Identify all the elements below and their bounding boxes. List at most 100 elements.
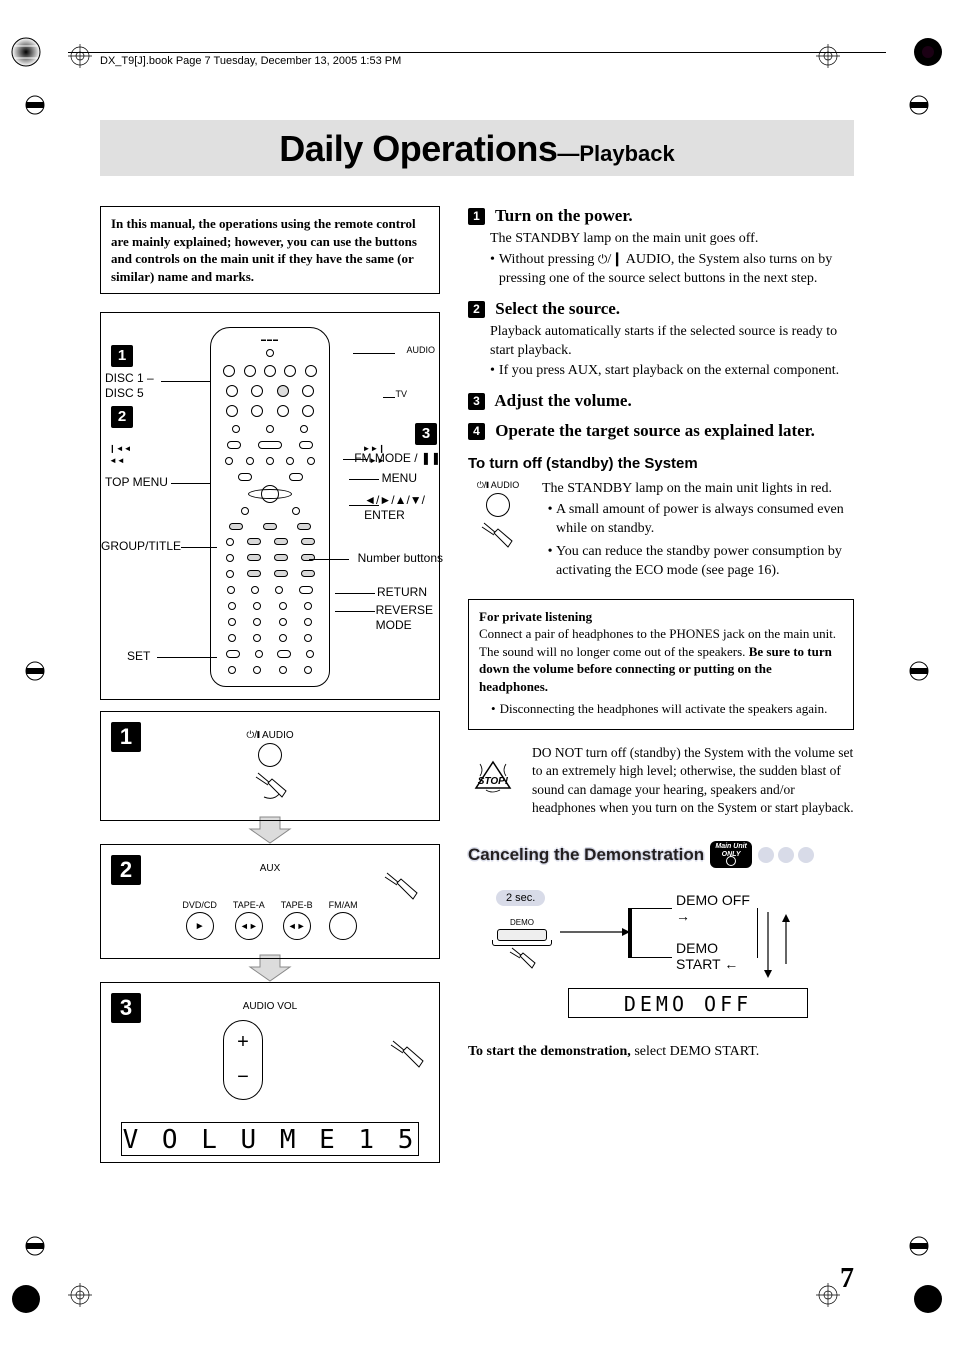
regmark-br-outer <box>912 1283 944 1315</box>
callout-tv: TV <box>395 389 407 399</box>
step1-badge: 1 <box>111 722 141 752</box>
step4-heading: 4 Operate the target source as explained… <box>468 421 854 441</box>
standby-text: The STANDBY lamp on the main unit lights… <box>542 480 854 584</box>
src-tapeb-label: TAPE-B <box>281 900 313 910</box>
cancel-heading: Canceling the Demonstration Main Unit ON… <box>468 841 854 868</box>
demo-btn-label: DEMO <box>488 918 556 927</box>
src-fmam: FM/AM <box>329 900 358 940</box>
callout-menu: MENU <box>382 471 417 485</box>
page-number: 7 <box>840 1263 854 1295</box>
remote-outline: ▬▬▬ <box>210 327 330 687</box>
src-tapeb: TAPE-B <box>281 900 313 940</box>
callout-skipprev: ❙◄◄ <box>109 444 132 453</box>
demo-2sec: 2 sec. <box>496 890 545 906</box>
step3-label: AUDIO VOL <box>111 1001 429 1012</box>
step1-heading: 1 Turn on the power. <box>468 206 854 226</box>
priv-heading: For private listening <box>479 609 592 624</box>
standby-heading: To turn off (standby) the System <box>468 455 854 472</box>
callout-topmenu: TOP MENU <box>105 475 168 489</box>
volume-rocker <box>223 1020 263 1100</box>
regmark-tr-bar <box>908 94 930 116</box>
step3-panel: 3 AUDIO VOL V O L U M E 1 5 <box>100 982 440 1163</box>
warning-text: DO NOT turn off (standby) the System wit… <box>532 744 854 817</box>
right-column: 1 Turn on the power. The STANDBY lamp on… <box>468 206 854 1163</box>
callout-audio: AUDIO <box>406 345 435 355</box>
callout-rew: ◄◄ <box>109 456 125 465</box>
title-main: Daily Operations <box>279 128 557 169</box>
private-listening-box: For private listening Connect a pair of … <box>468 599 854 730</box>
standby-b1: A small amount of power is always consum… <box>556 501 854 539</box>
intro-note: In this manual, the operations using the… <box>100 206 440 294</box>
callout-numbers: Number buttons <box>358 551 443 565</box>
standby-row: ⏻/❙ AUDIO The STANDBY lamp on the main u… <box>468 480 854 584</box>
step2-bullet1: If you press AUX, start playback on the … <box>499 362 839 381</box>
callout-fmmode: FM MODE / ❚❚ <box>354 451 441 465</box>
step3-heading-text: Adjust the volume. <box>494 391 631 410</box>
step1-p1: The STANDBY lamp on the main unit goes o… <box>490 230 854 249</box>
step2-body: Playback automatically starts if the sel… <box>490 323 854 382</box>
regmark-tl-bar <box>24 94 46 116</box>
step2-heading: 2 Select the source. <box>468 299 854 319</box>
step1-audio-button: ⏻/❙ AUDIO <box>111 730 429 808</box>
src-fmam-label: FM/AM <box>329 900 358 910</box>
step1-body: The STANDBY lamp on the main unit goes o… <box>490 230 854 289</box>
main-unit-tag: Main Unit ONLY <box>710 841 752 868</box>
num-badge-3: 3 <box>415 423 437 445</box>
regmark-bl-outer <box>10 1283 42 1315</box>
remote-diagram: ▬▬▬ <box>100 312 440 700</box>
warning-row: STOP! DO NOT turn off (standby) the Syst… <box>468 744 854 817</box>
stop-icon: STOP! <box>468 758 518 803</box>
power-icon-inline <box>598 252 608 266</box>
title-band: Daily Operations—Playback <box>100 120 854 176</box>
step3-badge: 3 <box>111 993 141 1023</box>
regmark-br-bar <box>908 1235 930 1257</box>
demo-footer-b: select DEMO START. <box>634 1044 759 1059</box>
title-sub: —Playback <box>557 141 674 166</box>
src-tapea: TAPE-A <box>233 900 265 940</box>
cancel-heading-text: Canceling the Demonstration <box>468 845 704 865</box>
regmark-bl-bar <box>24 1235 46 1257</box>
callout-enter: ◄/►/▲/▼/ ENTER <box>364 493 425 522</box>
regmark-tr-outer <box>912 36 944 68</box>
step3-heading: 3 Adjust the volume. <box>468 391 854 411</box>
demo-footer-a: To start the demonstration, <box>468 1044 634 1059</box>
callout-grouptitle: GROUP/TITLE <box>101 539 181 553</box>
standby-btn-label: ⏻/❙ AUDIO <box>468 480 528 491</box>
step1-audio-label: ⏻/❙ AUDIO <box>111 730 429 741</box>
callout-disc: DISC 1 – DISC 5 <box>105 371 154 400</box>
heading-dots <box>758 847 814 863</box>
callout-return: RETURN <box>377 585 427 599</box>
page: DX_T9[J].book Page 7 Tuesday, December 1… <box>0 0 954 1351</box>
step1-panel: 1 ⏻/❙ AUDIO <box>100 711 440 821</box>
header-rule <box>68 52 886 53</box>
volume-lcd: V O L U M E 1 5 <box>121 1122 419 1156</box>
num-badge-2: 2 <box>111 406 133 428</box>
src-dvd: DVD/CD► <box>182 900 217 940</box>
callout-set: SET <box>127 649 150 663</box>
step1-bullet1: Without pressing ⏻/❙/❙ AUDIO, the System… <box>499 251 854 289</box>
regmark-ml-bar <box>24 660 46 682</box>
hand-icon-2 <box>379 869 423 914</box>
hand-icon-3 <box>385 1035 429 1085</box>
standby-p1: The STANDBY lamp on the main unit lights… <box>542 480 854 499</box>
regmark-bl-cross <box>68 1283 92 1307</box>
regmark-tl-cross <box>68 44 92 68</box>
demo-button-graphic: DEMO <box>488 918 556 981</box>
regmark-br-cross <box>816 1283 840 1307</box>
step4-heading-text: Operate the target source as explained l… <box>495 421 815 440</box>
num-badge-1: 1 <box>111 345 133 367</box>
demo-footer: To start the demonstration, select DEMO … <box>468 1044 854 1060</box>
two-column: In this manual, the operations using the… <box>100 206 854 1163</box>
hand-icon <box>250 769 290 803</box>
demo-off-text: DEMO OFF → <box>672 892 757 926</box>
content-area: Daily Operations—Playback In this manual… <box>100 120 854 1163</box>
src-dvd-label: DVD/CD <box>182 900 217 910</box>
standby-b2: You can reduce the standby power consump… <box>556 543 854 581</box>
svg-text:STOP!: STOP! <box>478 776 509 787</box>
priv-b1: Disconnecting the headphones will activa… <box>500 700 828 718</box>
demo-lcd: DEMO OFF <box>568 988 808 1018</box>
step1-heading-text: Turn on the power. <box>495 206 633 225</box>
step2-panel: 2 AUX DVD/CD► TAPE-A TAPE-B FM/AM <box>100 844 440 959</box>
regmark-tl-outer <box>10 36 42 68</box>
step2-heading-text: Select the source. <box>495 299 620 318</box>
